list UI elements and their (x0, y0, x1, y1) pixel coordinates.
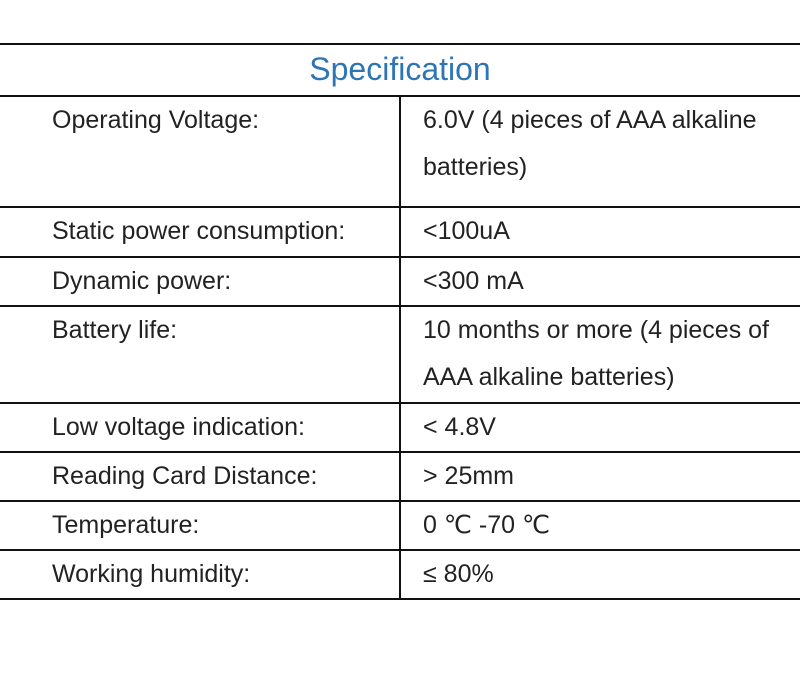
spec-value: <100uA (399, 206, 800, 258)
spec-label: Temperature: (0, 500, 401, 551)
spec-value: 6.0V (4 pieces of AAA alkaline batteries… (399, 95, 800, 208)
spec-value: 0 ℃ -70 ℃ (399, 500, 800, 551)
spec-label: Dynamic power: (0, 256, 401, 307)
table-body: Specification Operating Voltage: 6.0V (4 … (0, 43, 800, 600)
spec-row: Dynamic power: <300 mA (0, 256, 800, 307)
spec-row: Low voltage indication: < 4.8V (0, 402, 800, 453)
spec-row: Reading Card Distance: > 25mm (0, 451, 800, 502)
spec-row: Temperature: 0 ℃ -70 ℃ (0, 500, 800, 551)
spec-value: <300 mA (399, 256, 800, 307)
spec-label: Operating Voltage: (0, 95, 401, 208)
spec-label: Low voltage indication: (0, 402, 401, 453)
spec-label: Static power consumption: (0, 206, 401, 258)
spec-label: Working humidity: (0, 549, 401, 600)
spec-value: 10 months or more (4 pieces of AAA alkal… (399, 305, 800, 404)
spec-row: Working humidity: ≤ 80% (0, 549, 800, 600)
spec-label: Battery life: (0, 305, 401, 404)
spec-table: Specification Operating Voltage: 6.0V (4 … (0, 43, 800, 600)
spec-row: Operating Voltage: 6.0V (4 pieces of AAA … (0, 95, 800, 208)
table-title: Specification (0, 43, 800, 97)
spec-row: Static power consumption: <100uA (0, 206, 800, 258)
title-row: Specification (0, 43, 800, 97)
spec-row: Battery life: 10 months or more (4 pieces… (0, 305, 800, 404)
spec-value: < 4.8V (399, 402, 800, 453)
spec-value: ≤ 80% (399, 549, 800, 600)
spec-value: > 25mm (399, 451, 800, 502)
spec-label: Reading Card Distance: (0, 451, 401, 502)
